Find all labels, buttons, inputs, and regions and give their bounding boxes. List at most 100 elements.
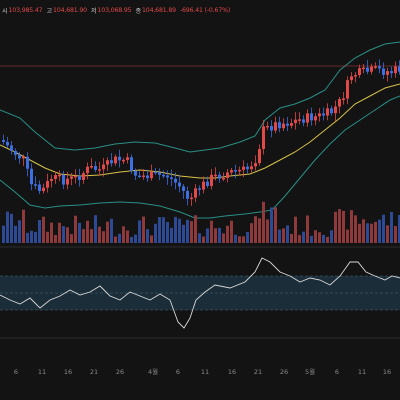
volume-bar (322, 234, 325, 243)
volume-bar (266, 219, 269, 243)
volume-bar (310, 235, 313, 243)
volume-bar (286, 225, 289, 243)
candle-body (2, 140, 5, 142)
time-axis-label: 11 (358, 368, 366, 376)
change-value: -696.41 (-0.67%) (179, 6, 231, 14)
candle-body (250, 166, 253, 170)
candle-body (142, 175, 145, 178)
volume-bar (378, 219, 381, 243)
time-axis-label: 16 (64, 368, 72, 376)
candle-body (366, 67, 369, 72)
candle-body (346, 80, 349, 99)
volume-bar (214, 228, 217, 243)
candle-body (78, 175, 81, 180)
candle-body (62, 174, 65, 185)
volume-bar (318, 232, 321, 243)
volume-bar (134, 234, 137, 243)
candle-body (14, 150, 17, 155)
volume-bar (218, 227, 221, 243)
candle-body (70, 176, 73, 179)
candle-body (94, 166, 97, 170)
candle-body (82, 173, 85, 180)
candle-body (310, 113, 313, 121)
candle-body (358, 68, 361, 75)
candle-body (398, 66, 400, 72)
volume-bar (374, 221, 377, 243)
volume-bar (362, 219, 365, 243)
volume-bar (114, 236, 117, 243)
volume-bar (86, 220, 89, 243)
candle-body (302, 119, 305, 123)
bollinger-bands (0, 41, 400, 219)
volume-bar (294, 216, 297, 243)
volume-bar (138, 220, 141, 243)
volume-bar (102, 231, 105, 243)
volume-bar (250, 223, 253, 243)
candle-body (54, 175, 57, 180)
candle-body (66, 178, 69, 185)
candle-body (186, 191, 189, 199)
volume-bar (194, 215, 197, 243)
candle-body (178, 182, 181, 187)
candle-body (298, 119, 301, 121)
candle-body (218, 174, 221, 179)
candle-body (382, 68, 385, 75)
candle-body (146, 175, 149, 179)
volume-bar (306, 215, 309, 243)
open-label: 시 (2, 7, 8, 15)
time-axis: 6 11 16 21 26 4월 6 11 16 21 26 5월 6 11 16 (14, 367, 391, 376)
volume-bar (186, 219, 189, 243)
time-axis-label: 5월 (305, 367, 315, 376)
oscillator-line (0, 257, 400, 329)
candle-body (374, 66, 377, 68)
volume-bar (238, 236, 241, 243)
volume-bar (366, 223, 369, 243)
high-value: 104,681.90 (53, 6, 87, 14)
candle-body (274, 122, 277, 131)
candle-body (130, 157, 133, 171)
volume-bar (158, 217, 161, 243)
candle-body (190, 197, 193, 200)
volume-bar (234, 234, 237, 243)
volume-bar (78, 222, 81, 243)
volume-bar (246, 231, 249, 243)
volume-bar (94, 215, 97, 243)
candle-body (170, 177, 173, 179)
volume-bar (206, 228, 209, 243)
volume-bar (270, 207, 273, 243)
volume-bar (18, 220, 21, 243)
candle-body (166, 175, 169, 178)
volume-bars (2, 201, 400, 243)
time-axis-label: 21 (90, 368, 98, 376)
volume-bar (350, 210, 353, 243)
candle-body (306, 113, 309, 123)
candle-body (270, 125, 273, 131)
candlesticks[interactable] (2, 59, 400, 207)
oscillator-panel (0, 257, 400, 329)
candle-body (370, 66, 373, 72)
volume-bar (282, 228, 285, 243)
volume-bar (394, 226, 397, 243)
candle-body (362, 67, 365, 70)
candle-body (262, 126, 265, 150)
candle-body (394, 66, 397, 74)
time-axis-label: 11 (38, 368, 46, 376)
candle-body (238, 169, 241, 172)
close-value: 104,681.89 (142, 6, 176, 14)
volume-bar (342, 210, 345, 243)
candle-body (98, 169, 101, 171)
candle-body (266, 125, 269, 128)
volume-bar (222, 233, 225, 243)
moving-average (0, 83, 400, 179)
volume-bar (190, 221, 193, 243)
volume-bar (182, 224, 185, 243)
volume-bar (302, 231, 305, 243)
volume-bar (398, 214, 400, 243)
candle-body (354, 74, 357, 77)
candle-body (378, 66, 381, 69)
volume-bar (278, 229, 281, 243)
candle-body (50, 179, 53, 181)
candle-body (386, 71, 389, 75)
volume-bar (178, 218, 181, 243)
